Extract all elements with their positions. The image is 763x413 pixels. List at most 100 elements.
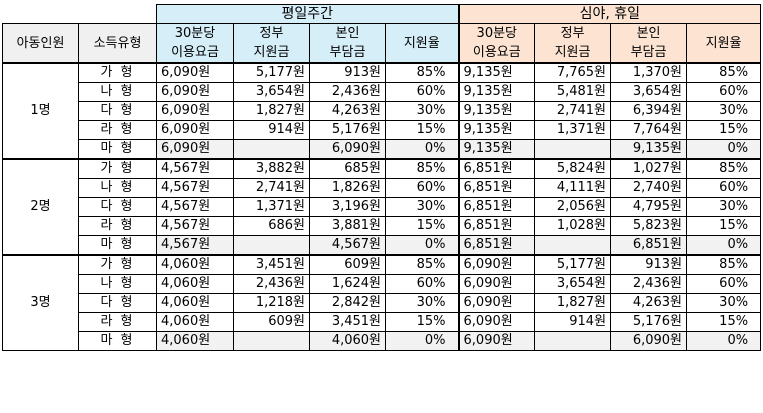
col-header-night-gov: 정부 지원금 (534, 23, 612, 64)
night-gov-cell: 7,765원 (534, 62, 612, 83)
day-self-cell: 2,436원 (309, 82, 386, 102)
day-fee-cell: 4,060원 (156, 254, 234, 275)
day-fee-cell: 4,060원 (156, 312, 234, 332)
day-rate-cell: 60% (384, 82, 460, 102)
table-row: 나 형 4,060원 2,436원 1,624원 60% 6,090원 3,654원 2,43… (3, 274, 762, 294)
table-row: 마 형 6,090원 6,090원 0% 9,135원 9,135원 0% (3, 139, 762, 160)
col-header-income: 소득유형 (78, 23, 157, 64)
night-self-cell: 1,027원 (610, 158, 688, 179)
income-type-cell: 다 형 (78, 101, 157, 121)
night-self-cell: 3,654원 (610, 82, 688, 102)
table-row: 마 형 4,567원 4,567원 0% 6,851원 6,851원 0% (3, 235, 762, 256)
night-rate-cell: 30% (686, 197, 762, 217)
income-type-cell: 가 형 (78, 254, 157, 275)
night-self-cell: 5,823원 (610, 216, 688, 236)
day-fee-cell: 4,060원 (156, 293, 234, 313)
night-rate-cell: 60% (686, 82, 762, 102)
day-fee-cell: 4,060원 (156, 274, 234, 294)
col-header-day-gov: 정부 지원금 (233, 23, 310, 64)
day-rate-cell: 15% (384, 120, 460, 140)
day-self-cell: 4,567원 (309, 235, 386, 256)
table-row: 라 형 6,090원 914원 5,176원 15% 9,135원 1,371원 7,764원… (3, 120, 762, 140)
night-gov-cell: 5,481원 (534, 82, 612, 102)
night-self-cell: 5,176원 (610, 312, 688, 332)
day-fee-cell: 4,567원 (156, 197, 234, 217)
children-count-cell: 2명 (2, 158, 79, 256)
day-rate-cell: 85% (384, 254, 460, 275)
day-fee-cell: 6,090원 (156, 62, 234, 83)
night-fee-cell: 6,090원 (457, 312, 536, 332)
night-fee-cell: 9,135원 (457, 139, 536, 160)
children-count-cell: 1명 (2, 62, 79, 160)
income-type-cell: 다 형 (78, 293, 157, 313)
day-self-cell: 4,263원 (309, 101, 386, 121)
night-self-cell: 6,851원 (610, 235, 688, 256)
day-gov-cell: 914원 (233, 120, 310, 140)
day-gov-cell: 2,436원 (233, 274, 310, 294)
support-rate-table: 평일주간 심야, 휴일 아동인원 소득유형 30분당 이용요금 정부 지원금 본인 부… (2, 4, 762, 351)
night-rate-cell: 85% (686, 62, 762, 83)
night-gov-cell: 1,371원 (534, 120, 612, 140)
day-rate-cell: 0% (384, 235, 460, 256)
day-gov-cell: 1,218원 (233, 293, 310, 313)
night-rate-cell: 30% (686, 293, 762, 313)
table-row: 3명 가 형 4,060원 3,451원 609원 85% 6,090원 5,177원 913원… (2, 254, 762, 351)
children-count-cell: 3명 (2, 254, 79, 351)
col-header-children: 아동인원 (2, 23, 79, 64)
col-header-night-rate: 지원율 (686, 23, 762, 64)
table-row: 라 형 4,060원 609원 3,451원 15% 6,090원 914원 5,176원 15… (3, 312, 762, 332)
day-rate-cell: 15% (384, 312, 460, 332)
night-self-cell: 6,394원 (610, 101, 688, 121)
day-fee-cell: 4,567원 (156, 178, 234, 198)
table-row: 2명 가 형 4,567원 3,882원 685원 85% 6,851원 5,824원 1,02… (2, 158, 762, 256)
night-self-cell: 913원 (610, 254, 688, 275)
night-gov-cell: 1,827원 (534, 293, 612, 313)
table-row: 다 형 4,567원 1,371원 3,196원 30% 6,851원 2,056원 4,79… (3, 197, 762, 217)
income-type-cell: 다 형 (78, 197, 157, 217)
table-row: 나 형 6,090원 3,654원 2,436원 60% 9,135원 5,481원 3,65… (3, 82, 762, 102)
night-self-cell: 6,090원 (610, 331, 688, 351)
income-type-cell: 라 형 (78, 120, 157, 140)
night-gov-cell (534, 235, 612, 256)
night-fee-cell: 6,851원 (457, 178, 536, 198)
day-rate-cell: 30% (384, 293, 460, 313)
night-self-cell: 9,135원 (610, 139, 688, 160)
day-fee-cell: 4,060원 (156, 331, 234, 351)
col-header-day-fee: 30분당 이용요금 (156, 23, 234, 64)
night-gov-cell: 1,028원 (534, 216, 612, 236)
night-fee-cell: 9,135원 (457, 120, 536, 140)
night-self-cell: 2,740원 (610, 178, 688, 198)
income-type-cell: 마 형 (78, 331, 157, 351)
day-self-cell: 3,196원 (309, 197, 386, 217)
day-self-cell: 1,826원 (309, 178, 386, 198)
day-self-cell: 685원 (309, 158, 386, 179)
day-fee-cell: 6,090원 (156, 82, 234, 102)
income-type-cell: 가 형 (78, 158, 157, 179)
table-row: 나 형 4,567원 2,741원 1,826원 60% 6,851원 4,111원 2,74… (3, 178, 762, 198)
table-row: 1명 가 형 6,090원 5,177원 913원 85% 9,135원 7,765원 1,37… (2, 62, 762, 160)
day-gov-cell: 1,371원 (233, 197, 310, 217)
night-fee-cell: 6,090원 (457, 254, 536, 275)
day-gov-cell: 1,827원 (233, 101, 310, 121)
group-header-night: 심야, 휴일 (457, 4, 762, 24)
day-self-cell: 6,090원 (309, 139, 386, 160)
day-fee-cell: 4,567원 (156, 158, 234, 179)
night-fee-cell: 9,135원 (457, 82, 536, 102)
night-fee-cell: 6,851원 (457, 197, 536, 217)
night-self-cell: 4,263원 (610, 293, 688, 313)
night-rate-cell: 85% (686, 158, 762, 179)
table-row: 다 형 4,060원 1,218원 2,842원 30% 6,090원 1,827원 4,26… (3, 293, 762, 313)
group-header-day: 평일주간 (155, 4, 460, 24)
night-rate-cell: 0% (686, 139, 762, 160)
night-fee-cell: 6,090원 (457, 274, 536, 294)
day-gov-cell: 5,177원 (233, 62, 310, 83)
night-gov-cell: 5,177원 (534, 254, 612, 275)
day-self-cell: 3,881원 (309, 216, 386, 236)
income-type-cell: 라 형 (78, 216, 157, 236)
day-self-cell: 2,842원 (309, 293, 386, 313)
col-header-day-rate: 지원율 (384, 23, 460, 64)
night-fee-cell: 6,090원 (457, 293, 536, 313)
day-self-cell: 913원 (309, 62, 386, 83)
night-rate-cell: 15% (686, 312, 762, 332)
col-header-day-self: 본인 부담금 (309, 23, 386, 64)
